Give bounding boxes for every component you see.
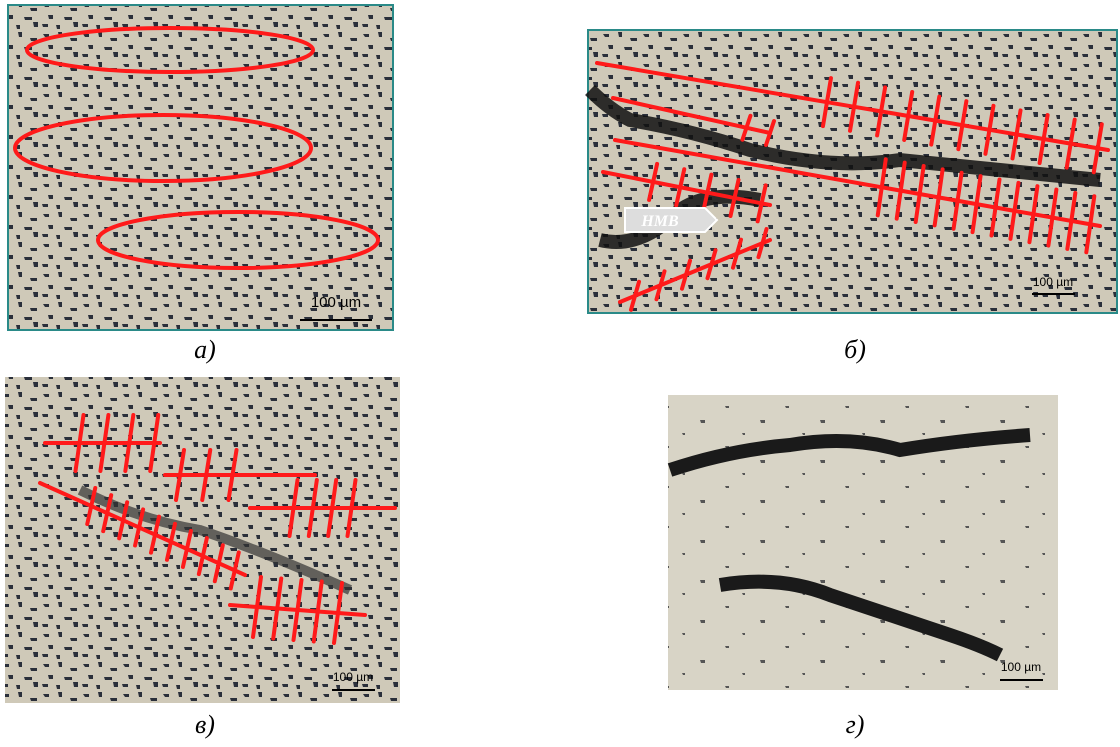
micrograph-v <box>5 377 400 703</box>
figure: 100 µm а) НМВ 100 µm б) 100 µm в) 100 µm… <box>0 0 1120 742</box>
scale-label: 100 µm <box>333 670 373 684</box>
caption: в) <box>195 710 215 739</box>
caption: б) <box>844 335 866 364</box>
scale-label: 100 µm <box>1033 275 1073 289</box>
arrow-label: НМВ <box>640 213 679 230</box>
caption: а) <box>194 335 216 364</box>
micrograph-a <box>8 5 393 330</box>
caption: г) <box>846 710 865 739</box>
scale-label: 100 µm <box>311 294 361 311</box>
scale-label: 100 µm <box>1001 660 1041 674</box>
